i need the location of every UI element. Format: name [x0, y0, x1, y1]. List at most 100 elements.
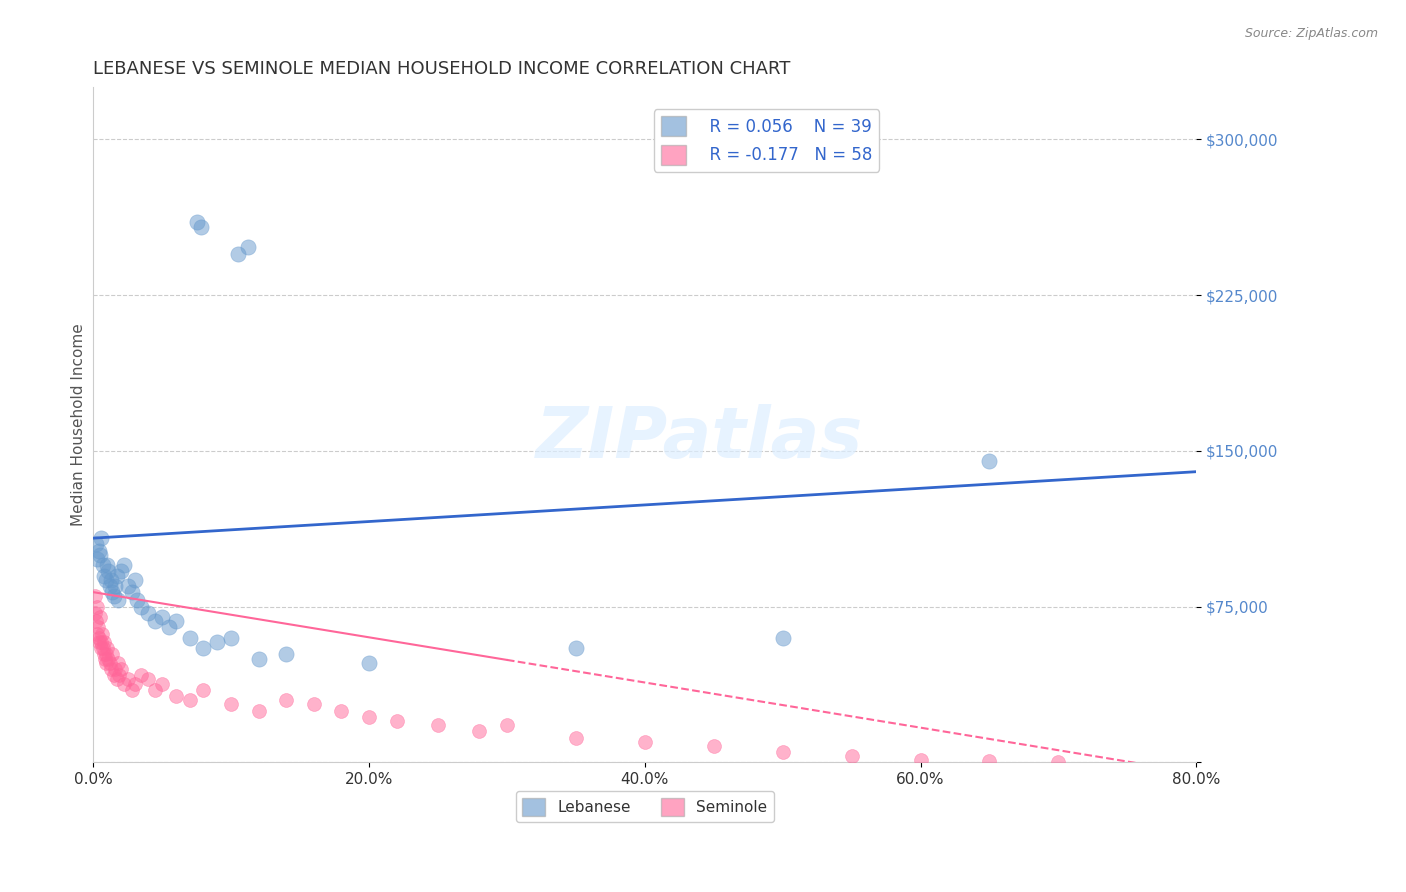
Point — [84, 537, 107, 551]
Point — [150, 610, 173, 624]
Point — [165, 614, 187, 628]
Point — [193, 641, 215, 656]
Point — [103, 589, 125, 603]
Point — [190, 219, 212, 234]
Point — [105, 568, 128, 582]
Point — [385, 714, 408, 728]
Point — [247, 704, 270, 718]
Point — [357, 656, 380, 670]
Point — [247, 651, 270, 665]
Point — [207, 635, 229, 649]
Point — [103, 668, 125, 682]
Point — [98, 579, 121, 593]
Point — [97, 651, 120, 665]
Point — [131, 599, 153, 614]
Point — [226, 246, 249, 260]
Point — [330, 704, 353, 718]
Point — [276, 693, 298, 707]
Point — [143, 614, 166, 628]
Point — [94, 573, 117, 587]
Point — [86, 552, 108, 566]
Point — [86, 599, 108, 614]
Point — [426, 718, 449, 732]
Point — [108, 668, 131, 682]
Point — [94, 651, 117, 665]
Point — [772, 631, 794, 645]
Point — [179, 631, 201, 645]
Point — [96, 558, 118, 573]
Point — [110, 662, 132, 676]
Point — [121, 585, 143, 599]
Point — [91, 626, 114, 640]
Point — [1047, 755, 1070, 769]
Point — [112, 676, 135, 690]
Point — [703, 739, 725, 753]
Point — [495, 718, 517, 732]
Point — [107, 656, 129, 670]
Text: LEBANESE VS SEMINOLE MEDIAN HOUSEHOLD INCOME CORRELATION CHART: LEBANESE VS SEMINOLE MEDIAN HOUSEHOLD IN… — [93, 60, 790, 78]
Point — [979, 454, 1001, 468]
Legend: Lebanese, Seminole: Lebanese, Seminole — [516, 791, 773, 822]
Point — [100, 662, 122, 676]
Point — [110, 565, 132, 579]
Point — [910, 753, 932, 767]
Point — [124, 676, 146, 690]
Point — [565, 641, 588, 656]
Point — [127, 593, 149, 607]
Text: Source: ZipAtlas.com: Source: ZipAtlas.com — [1244, 27, 1378, 40]
Point — [302, 698, 325, 712]
Point — [117, 673, 139, 687]
Point — [93, 568, 115, 582]
Point — [89, 631, 111, 645]
Point — [157, 620, 180, 634]
Point — [357, 710, 380, 724]
Point — [131, 668, 153, 682]
Point — [165, 689, 187, 703]
Point — [87, 620, 110, 634]
Point — [124, 573, 146, 587]
Point — [565, 731, 588, 745]
Point — [105, 673, 128, 687]
Point — [772, 745, 794, 759]
Point — [94, 648, 117, 662]
Point — [96, 656, 118, 670]
Point — [219, 631, 242, 645]
Point — [236, 240, 259, 254]
Point — [112, 558, 135, 573]
Point — [138, 606, 160, 620]
Point — [90, 531, 112, 545]
Point — [468, 724, 491, 739]
Point — [186, 215, 208, 229]
Point — [98, 656, 121, 670]
Point — [117, 579, 139, 593]
Point — [83, 589, 105, 603]
Point — [101, 648, 124, 662]
Point — [138, 673, 160, 687]
Point — [107, 593, 129, 607]
Point — [90, 641, 112, 656]
Point — [193, 682, 215, 697]
Point — [104, 662, 127, 676]
Point — [104, 579, 127, 593]
Point — [143, 682, 166, 697]
Point — [979, 755, 1001, 769]
Point — [87, 635, 110, 649]
Point — [841, 749, 863, 764]
Point — [219, 698, 242, 712]
Point — [84, 606, 107, 620]
Point — [150, 676, 173, 690]
Point — [84, 614, 107, 628]
Point — [97, 565, 120, 579]
Point — [101, 585, 124, 599]
Point — [100, 573, 122, 587]
Point — [86, 626, 108, 640]
Point — [87, 543, 110, 558]
Y-axis label: Median Household Income: Median Household Income — [72, 324, 86, 526]
Point — [634, 734, 657, 748]
Point — [93, 648, 115, 662]
Point — [89, 610, 111, 624]
Point — [179, 693, 201, 707]
Text: ZIPatlas: ZIPatlas — [536, 404, 863, 473]
Point — [121, 682, 143, 697]
Point — [90, 635, 112, 649]
